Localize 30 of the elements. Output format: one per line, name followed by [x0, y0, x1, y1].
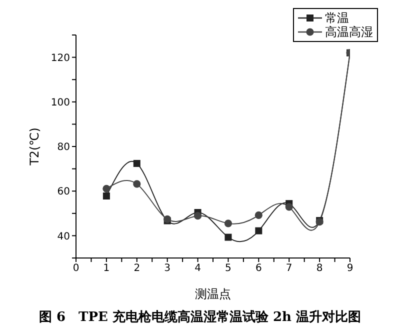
point [224, 220, 232, 228]
y-tick-label: 40 [57, 231, 70, 242]
point [285, 203, 293, 211]
point [254, 211, 262, 219]
x-tick-label: 3 [164, 263, 171, 274]
legend-label: 高温高湿 [325, 25, 373, 39]
x-tick-label: 2 [134, 263, 140, 274]
text: 图 6 TPE 充电枪电缆高温湿常温试验 2h 温升对比图 [38, 308, 362, 326]
x-tick-label: 0 [72, 263, 80, 274]
point [102, 192, 110, 200]
point [255, 227, 262, 234]
point [133, 160, 140, 167]
x-tick-label: 8 [316, 263, 323, 274]
y-axis-title: T2(℃) [27, 128, 42, 166]
point [133, 180, 141, 188]
point [224, 234, 232, 241]
x-tick-label: 6 [255, 263, 262, 274]
x-tick-label: 1 [103, 263, 110, 274]
legend-label: 常温 [325, 11, 349, 25]
y-tick-label: 120 [50, 52, 70, 64]
y-tick-label: 100 [50, 97, 70, 108]
x-tick-label: 7 [286, 263, 292, 274]
x-tick-label: 4 [194, 263, 201, 274]
y-tick-label: 60 [57, 186, 70, 198]
x-axis-title: 测温点 [195, 287, 231, 301]
point [194, 212, 202, 220]
x-tick-label: 5 [225, 263, 232, 274]
y-tick-label: 80 [57, 142, 70, 154]
point [102, 184, 110, 192]
x-tick-label: 9 [346, 263, 354, 274]
